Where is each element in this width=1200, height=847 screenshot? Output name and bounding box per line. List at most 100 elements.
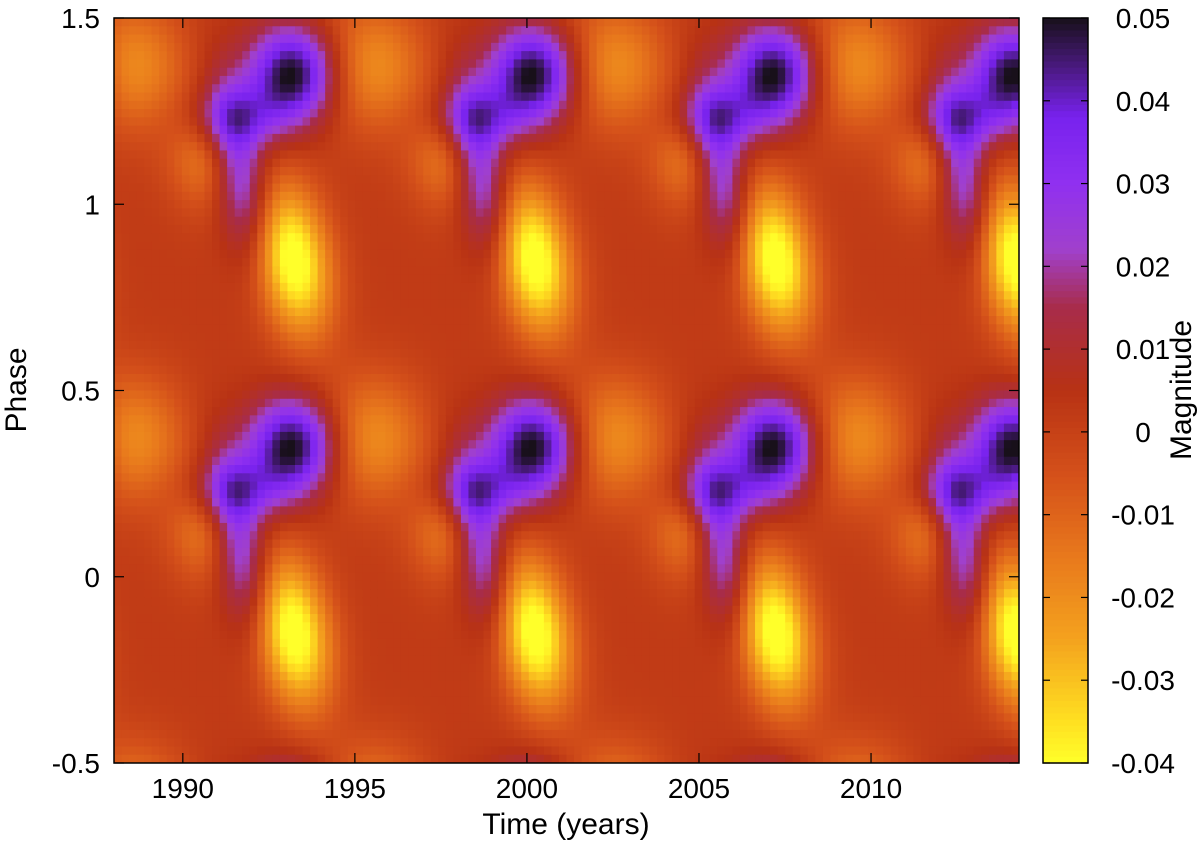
heatmap-cell — [174, 42, 183, 52]
heatmap-cell — [272, 705, 281, 714]
heatmap-cell — [393, 125, 402, 135]
heatmap-cell — [415, 373, 424, 383]
heatmap-cell — [453, 614, 462, 623]
heatmap-cell — [468, 316, 477, 325]
heatmap-cell — [302, 680, 311, 690]
heatmap-cell — [498, 75, 507, 85]
heatmap-cell — [242, 605, 251, 615]
heatmap-cell — [174, 415, 183, 425]
heatmap-cell — [204, 332, 213, 342]
heatmap-cell — [430, 51, 439, 60]
heatmap-cell — [468, 133, 477, 143]
heatmap-cell — [144, 680, 153, 690]
heatmap-cell — [483, 605, 492, 615]
heatmap-cell — [400, 746, 409, 756]
heatmap-cell — [393, 84, 402, 94]
heatmap-cell — [144, 407, 153, 416]
heatmap-cell — [249, 340, 258, 350]
heatmap-cell — [400, 738, 409, 748]
heatmap-cell — [257, 713, 266, 723]
heatmap-cell — [521, 713, 530, 723]
heatmap-cell — [295, 183, 304, 193]
heatmap-cell — [264, 150, 273, 160]
heatmap-cell — [430, 316, 439, 325]
heatmap-cell — [189, 100, 198, 110]
heatmap-cell — [445, 448, 454, 458]
heatmap-cell — [408, 349, 417, 358]
heatmap-cell — [377, 125, 387, 135]
heatmap-cell — [249, 431, 258, 441]
heatmap-cell — [362, 415, 372, 425]
heatmap-cell — [393, 307, 402, 317]
heatmap-cell — [385, 655, 394, 665]
heatmap-cell — [151, 349, 160, 358]
heatmap-cell — [114, 357, 123, 367]
heatmap-cell — [438, 51, 447, 60]
heatmap-cell — [468, 42, 477, 52]
heatmap-cell — [129, 59, 138, 69]
heatmap-cell — [453, 671, 462, 681]
heatmap-cell — [279, 614, 289, 623]
heatmap-cell — [129, 125, 138, 135]
heatmap-cell — [174, 133, 183, 143]
heatmap-cell — [295, 713, 304, 723]
heatmap-cell — [498, 415, 507, 425]
heatmap-cell — [204, 580, 213, 590]
heatmap-cell — [114, 539, 123, 549]
heatmap-cell — [196, 332, 206, 342]
heatmap-cell — [476, 456, 485, 466]
heatmap-cell — [483, 175, 492, 185]
heatmap-cell — [302, 274, 311, 284]
heatmap-cell — [355, 696, 364, 706]
heatmap-cell — [438, 42, 447, 52]
heatmap-cell — [310, 100, 319, 110]
heatmap-cell — [114, 142, 123, 152]
heatmap-cell — [408, 158, 417, 168]
heatmap-cell — [302, 258, 311, 267]
heatmap-cell — [249, 200, 258, 209]
heatmap-cell — [476, 415, 485, 425]
heatmap-cell — [476, 183, 485, 193]
heatmap-cell — [136, 721, 145, 731]
heatmap-cell — [212, 415, 221, 425]
heatmap-cell — [513, 216, 522, 226]
heatmap-cell — [114, 638, 123, 648]
heatmap-cell — [415, 705, 424, 714]
heatmap-cell — [181, 92, 191, 102]
heatmap-cell — [279, 663, 289, 673]
heatmap-cell — [400, 415, 409, 425]
heatmap-cell — [400, 522, 409, 532]
heatmap-cell — [332, 746, 341, 756]
heatmap-cell — [257, 340, 266, 350]
heatmap-cell — [287, 274, 296, 284]
heatmap-cell — [430, 133, 439, 143]
heatmap-cell — [385, 680, 394, 690]
heatmap-cell — [189, 216, 198, 226]
heatmap-cell — [287, 191, 296, 201]
heatmap-cell — [159, 109, 168, 118]
heatmap-cell — [144, 233, 153, 243]
heatmap-cell — [219, 456, 228, 466]
heatmap-cell — [242, 622, 251, 632]
heatmap-cell — [136, 498, 145, 507]
heatmap-cell — [423, 754, 432, 763]
heatmap-cell — [159, 67, 168, 77]
heatmap-cell — [476, 34, 485, 44]
heatmap-cell — [362, 216, 372, 226]
heatmap-cell — [513, 100, 522, 110]
heatmap-cell — [430, 324, 439, 334]
heatmap-cell — [257, 42, 266, 52]
heatmap-cell — [136, 572, 145, 582]
heatmap-cell — [332, 75, 341, 85]
heatmap-cell — [498, 705, 507, 714]
heatmap-cell — [181, 423, 191, 433]
heatmap-cell — [264, 522, 273, 532]
heatmap-cell — [159, 183, 168, 193]
heatmap-cell — [257, 407, 266, 416]
heatmap-cell — [204, 200, 213, 209]
heatmap-cell — [174, 465, 183, 474]
heatmap-cell — [249, 671, 258, 681]
heatmap-cell — [121, 713, 130, 723]
heatmap-cell — [272, 216, 281, 226]
heatmap-cell — [196, 738, 206, 748]
